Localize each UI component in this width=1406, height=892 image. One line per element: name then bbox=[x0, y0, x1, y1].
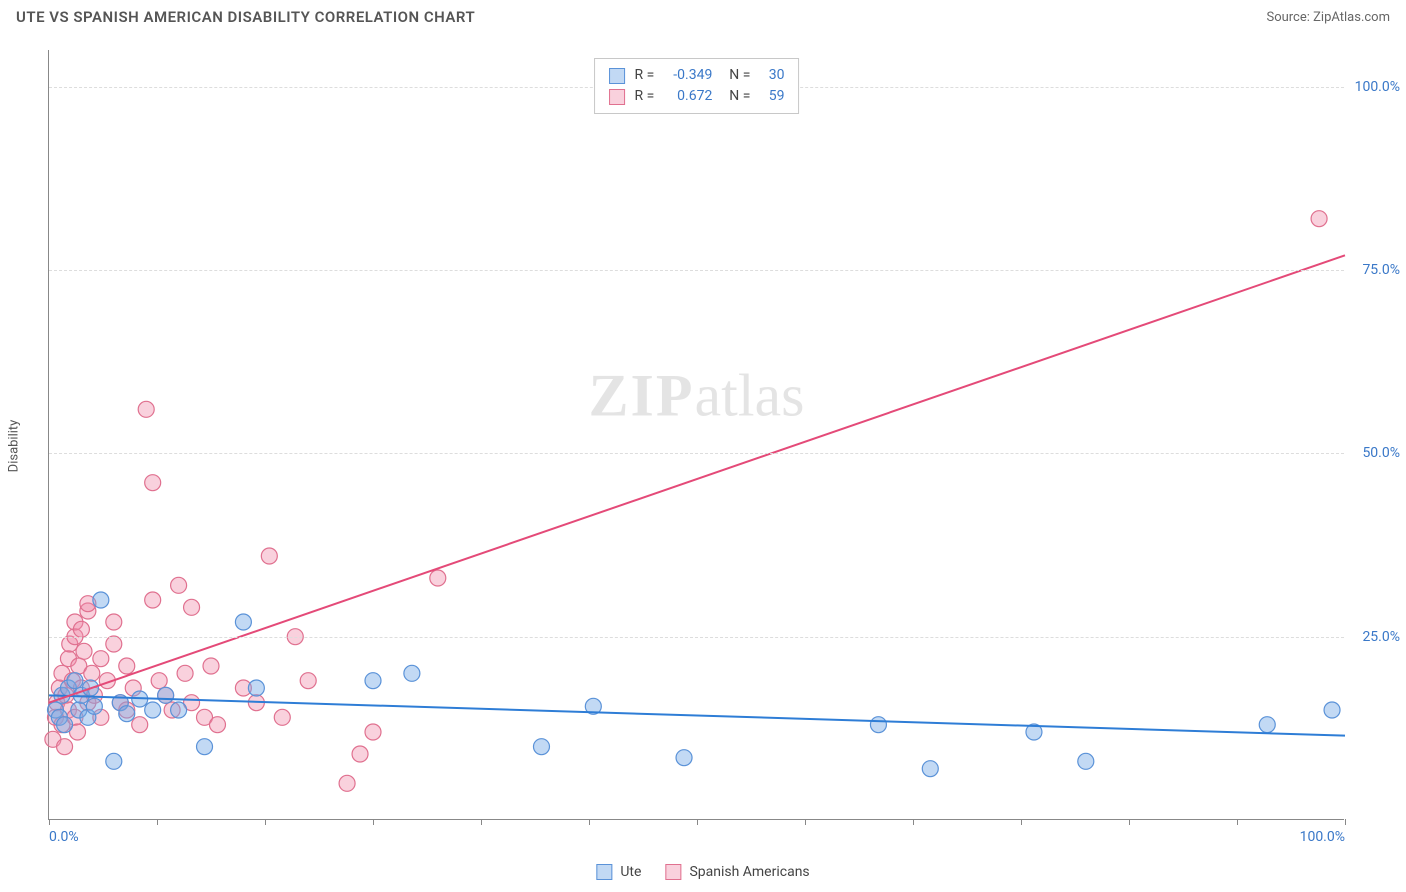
legend-r-label: R = bbox=[635, 65, 655, 86]
x-tick bbox=[265, 819, 266, 825]
x-tick bbox=[697, 819, 698, 825]
legend-r-value: -0.349 bbox=[664, 65, 712, 86]
legend-swatch bbox=[665, 864, 681, 880]
data-point bbox=[1259, 717, 1275, 733]
x-tick bbox=[373, 819, 374, 825]
data-point bbox=[138, 401, 154, 417]
data-point bbox=[76, 643, 92, 659]
legend-r-label: R = bbox=[635, 86, 655, 107]
y-tick-label: 75.0% bbox=[1362, 262, 1400, 278]
data-point bbox=[203, 658, 219, 674]
legend-row: R = 0.672 N = 59 bbox=[609, 86, 785, 107]
data-point bbox=[132, 717, 148, 733]
data-point bbox=[93, 592, 109, 608]
x-tick-label: 0.0% bbox=[49, 829, 79, 845]
x-tick bbox=[913, 819, 914, 825]
data-point bbox=[106, 614, 122, 630]
data-point bbox=[145, 702, 161, 718]
data-point bbox=[235, 614, 251, 630]
data-point bbox=[365, 724, 381, 740]
gridline bbox=[49, 453, 1344, 454]
data-point bbox=[352, 746, 368, 762]
x-tick bbox=[157, 819, 158, 825]
data-point bbox=[73, 621, 89, 637]
data-point bbox=[158, 687, 174, 703]
x-tick bbox=[1237, 819, 1238, 825]
data-point bbox=[145, 475, 161, 491]
data-point bbox=[151, 673, 167, 689]
y-tick-label: 25.0% bbox=[1362, 629, 1400, 645]
data-point bbox=[1078, 753, 1094, 769]
data-point bbox=[86, 698, 102, 714]
x-tick bbox=[805, 819, 806, 825]
x-tick bbox=[1021, 819, 1022, 825]
legend-r-value: 0.672 bbox=[664, 86, 712, 107]
gridline bbox=[49, 270, 1344, 271]
legend-label: Ute bbox=[620, 864, 641, 880]
data-point bbox=[339, 775, 355, 791]
data-point bbox=[274, 709, 290, 725]
data-point bbox=[300, 673, 316, 689]
data-point bbox=[93, 651, 109, 667]
data-point bbox=[676, 750, 692, 766]
legend-n-label: N = bbox=[722, 65, 750, 86]
data-point bbox=[106, 636, 122, 652]
correlation-legend: R = -0.349 N = 30 R = 0.672 N = 59 bbox=[594, 58, 800, 114]
data-point bbox=[177, 665, 193, 681]
data-point bbox=[57, 739, 73, 755]
chart-plot-area: ZIPatlas R = -0.349 N = 30 R = 0.672 N =… bbox=[48, 50, 1344, 820]
data-point bbox=[922, 761, 938, 777]
data-point bbox=[430, 570, 446, 586]
data-point bbox=[1311, 211, 1327, 227]
legend-item: Ute bbox=[596, 864, 641, 880]
legend-swatch bbox=[609, 68, 625, 84]
data-point bbox=[119, 658, 135, 674]
legend-n-value: 59 bbox=[760, 86, 784, 107]
scatter-plot-svg bbox=[49, 50, 1344, 819]
chart-title: UTE VS SPANISH AMERICAN DISABILITY CORRE… bbox=[16, 8, 475, 26]
data-point bbox=[119, 706, 135, 722]
x-tick bbox=[1345, 819, 1346, 825]
data-point bbox=[248, 680, 264, 696]
data-point bbox=[84, 665, 100, 681]
x-tick-label: 100.0% bbox=[1300, 829, 1345, 845]
trend-line bbox=[49, 255, 1345, 702]
legend-label: Spanish Americans bbox=[689, 864, 809, 880]
y-tick-label: 100.0% bbox=[1355, 79, 1400, 95]
source-attribution: Source: ZipAtlas.com bbox=[1266, 10, 1390, 25]
x-tick bbox=[481, 819, 482, 825]
y-axis-label: Disability bbox=[7, 420, 22, 473]
data-point bbox=[184, 599, 200, 615]
data-point bbox=[171, 577, 187, 593]
legend-n-value: 30 bbox=[760, 65, 784, 86]
data-point bbox=[261, 548, 277, 564]
data-point bbox=[365, 673, 381, 689]
legend-row: R = -0.349 N = 30 bbox=[609, 65, 785, 86]
x-tick bbox=[589, 819, 590, 825]
data-point bbox=[209, 717, 225, 733]
legend-item: Spanish Americans bbox=[665, 864, 809, 880]
data-point bbox=[870, 717, 886, 733]
data-point bbox=[1324, 702, 1340, 718]
y-tick-label: 50.0% bbox=[1362, 445, 1400, 461]
data-point bbox=[106, 753, 122, 769]
data-point bbox=[404, 665, 420, 681]
data-point bbox=[57, 717, 73, 733]
data-point bbox=[67, 673, 83, 689]
gridline bbox=[49, 637, 1344, 638]
series-legend: Ute Spanish Americans bbox=[596, 864, 809, 880]
data-point bbox=[145, 592, 161, 608]
trend-line bbox=[49, 695, 1345, 735]
legend-swatch bbox=[596, 864, 612, 880]
x-tick bbox=[1129, 819, 1130, 825]
x-tick bbox=[49, 819, 50, 825]
legend-n-label: N = bbox=[722, 86, 750, 107]
data-point bbox=[197, 739, 213, 755]
legend-swatch bbox=[609, 89, 625, 105]
data-point bbox=[171, 702, 187, 718]
data-point bbox=[533, 739, 549, 755]
